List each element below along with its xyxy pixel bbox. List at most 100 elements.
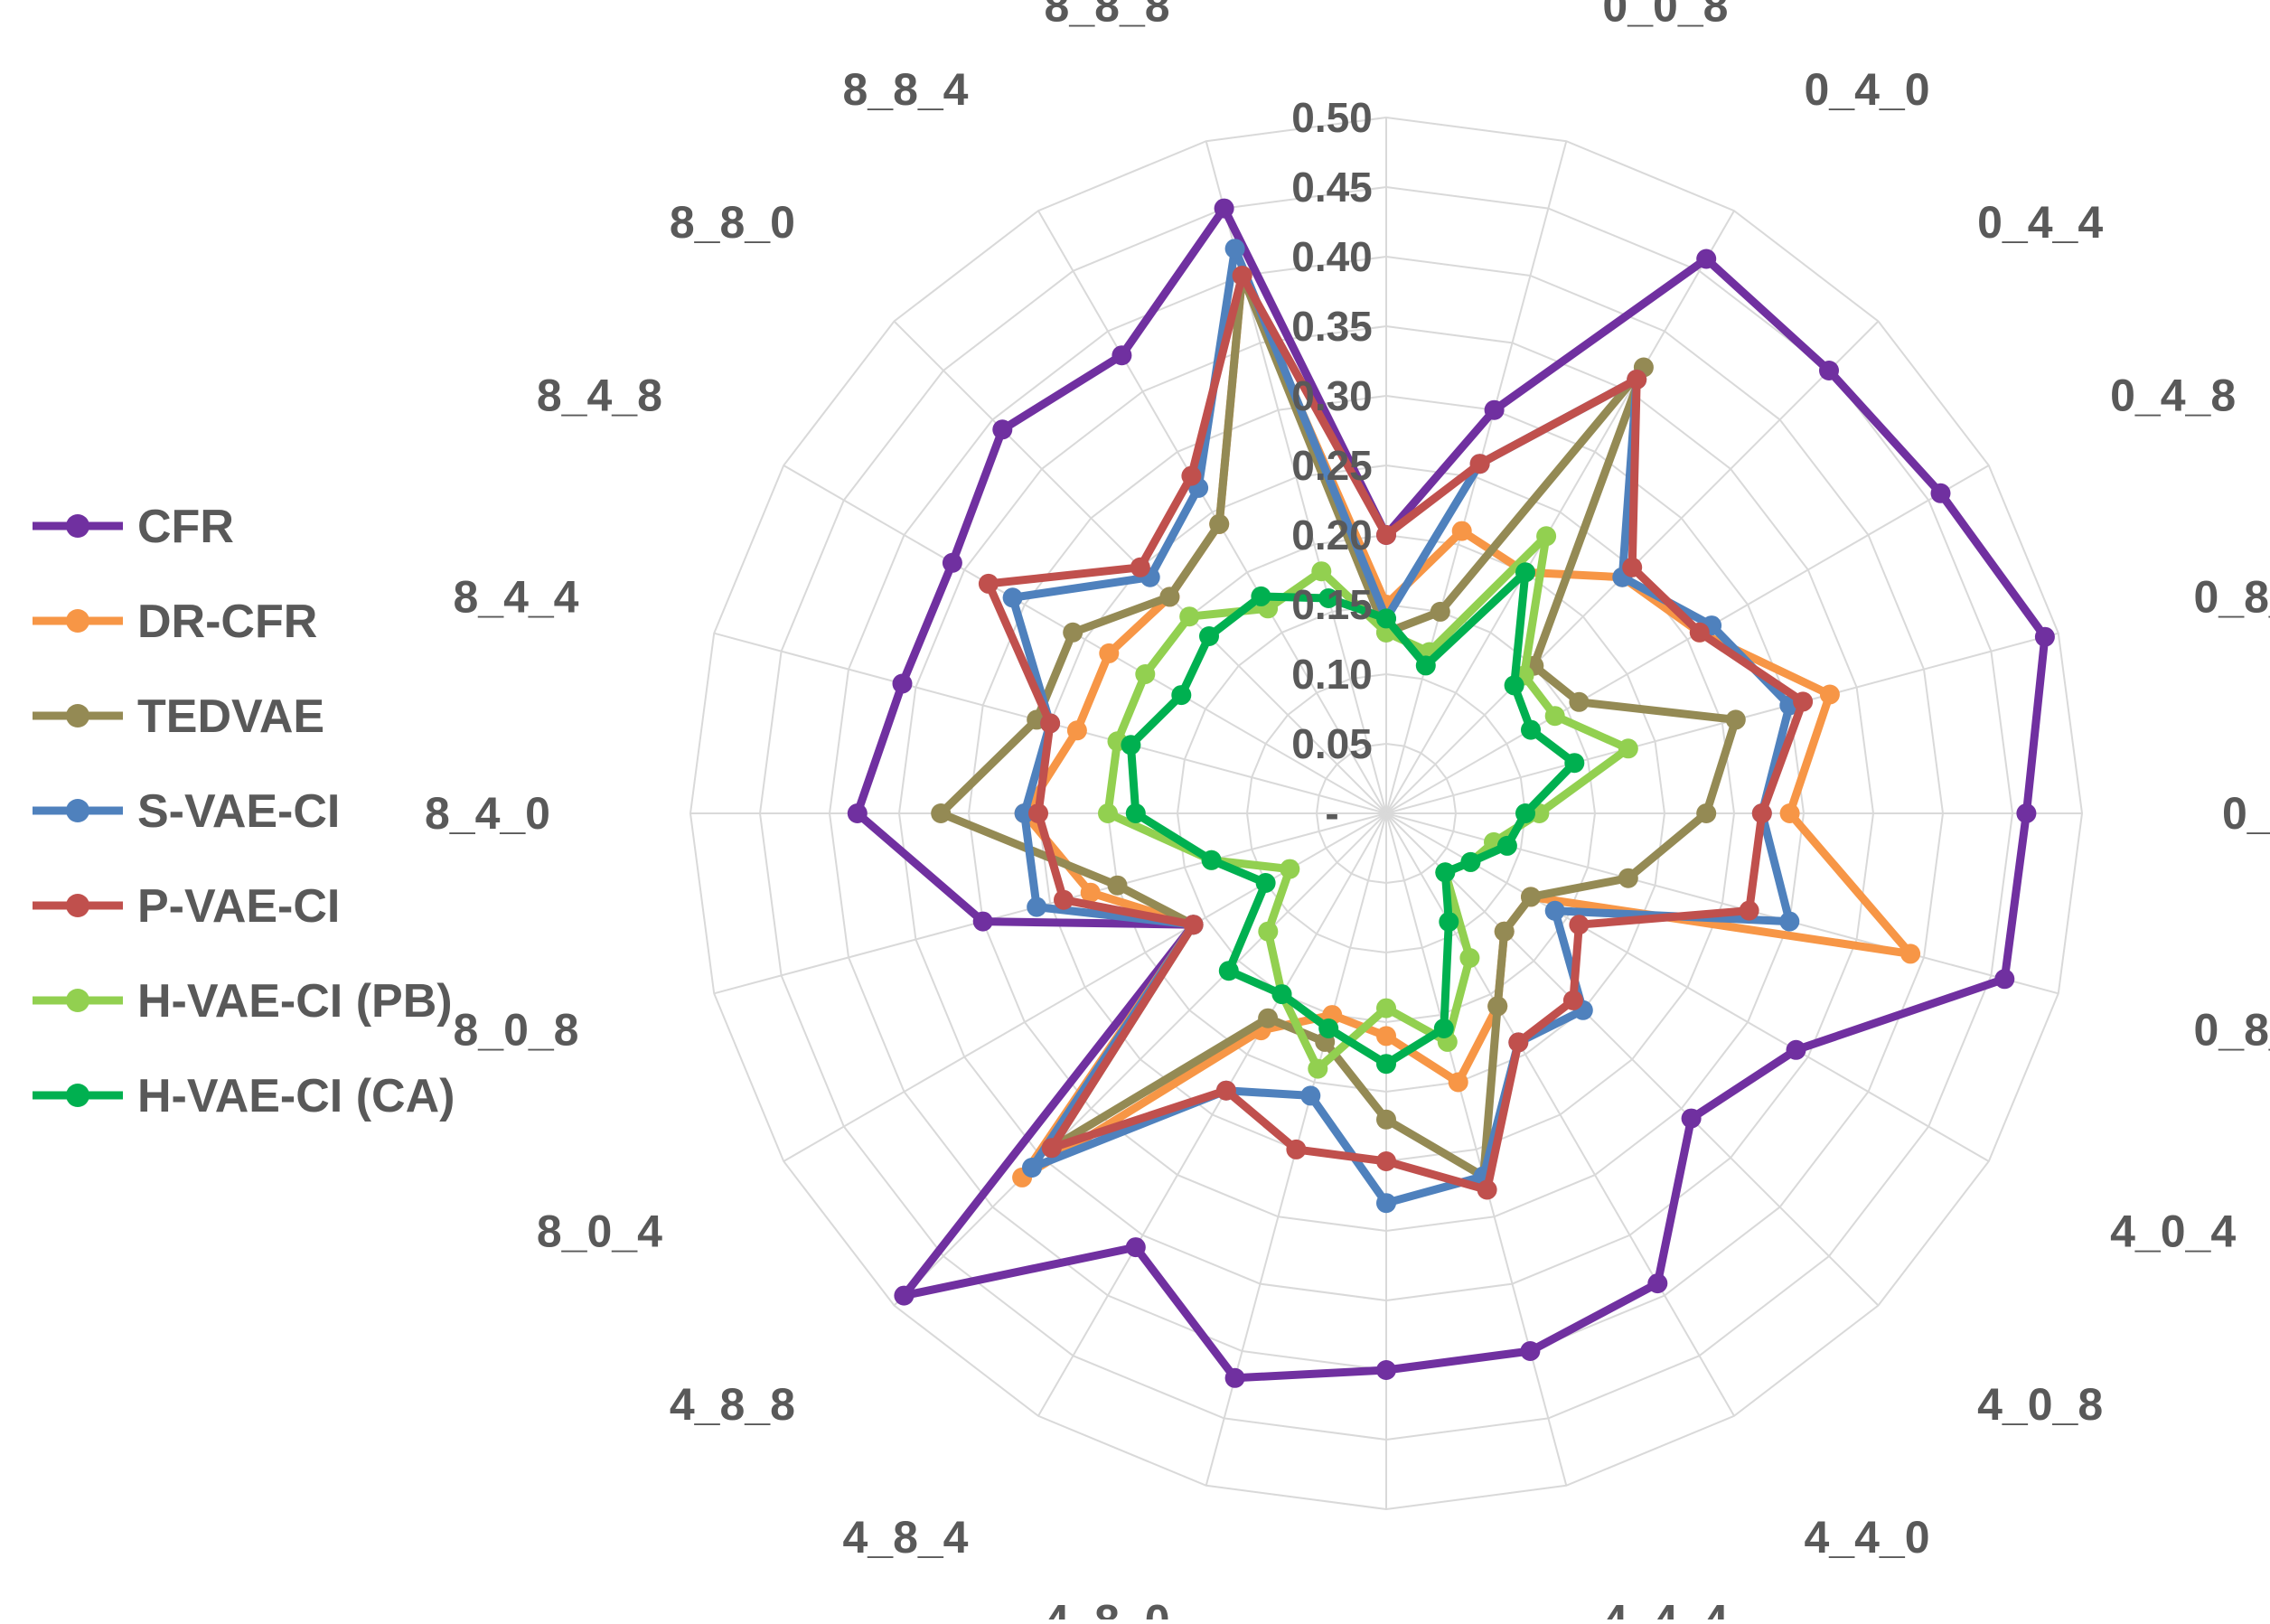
legend-label: H-VAE-CI (PB) [137,975,453,1028]
data-point [1435,862,1455,882]
radial-tick-label: 0.20 [1291,512,1373,559]
data-point [1520,1341,1540,1361]
data-point [1099,643,1119,663]
data-point [1126,1237,1146,1257]
data-point [1202,850,1222,870]
data-point [1256,873,1276,893]
data-point [1505,675,1524,695]
data-point [1569,915,1589,934]
category-label: 0_8_0 [2194,572,2270,623]
data-point [1258,922,1278,942]
data-point [1521,720,1541,740]
data-point [1682,1109,1702,1129]
category-label: 0_4_0 [1805,64,1930,115]
category-label: 4_0_4 [2110,1206,2236,1257]
legend-swatch-marker [66,609,89,633]
radial-tick-label: 0.40 [1291,233,1373,280]
series-line [989,276,1803,1190]
data-point [1181,466,1201,486]
data-point [1376,525,1396,545]
data-point [1318,1019,1338,1038]
data-point [1449,1073,1468,1093]
data-point [1225,239,1245,258]
data-point [1112,345,1131,365]
category-label: 0_0_8 [1602,0,1728,32]
data-point [1487,996,1507,1016]
radial-tick-label: 0.10 [1291,651,1373,698]
legend-swatch-marker [66,514,89,538]
data-point [1618,868,1638,888]
data-point [1286,1140,1306,1159]
category-label: 0_8_8 [2194,1004,2270,1055]
data-point [1003,587,1023,607]
data-point [1219,961,1239,981]
legend-swatch-marker [66,1084,89,1107]
data-point [1752,803,1772,823]
data-point [1515,803,1535,823]
data-point [1793,691,1813,711]
category-label: 0_0_4 [1323,0,1449,3]
data-point [1130,558,1150,577]
radial-tick-label: 0.05 [1291,720,1373,767]
data-point [1726,709,1746,729]
radial-tick-label: 0.50 [1291,94,1373,141]
legend-label: P-VAE-CI [137,880,340,933]
series-layer [848,199,2055,1388]
data-point [1376,1151,1396,1171]
data-point [1497,836,1517,856]
data-point [1627,370,1646,390]
radial-tick-label: 0.35 [1291,303,1373,350]
legend-swatch-marker [66,799,89,822]
legend-item: H-VAE-CI (CA) [33,1070,455,1122]
data-point [1779,912,1799,932]
category-label: 8_4_0 [425,788,550,839]
radial-tick-label: - [1325,790,1338,837]
data-point [1820,685,1840,705]
data-point [1063,623,1083,643]
radial-tick-label: 0.45 [1291,164,1373,211]
data-point [1098,803,1118,823]
data-point [1647,1273,1667,1293]
data-point [1434,1019,1454,1038]
radial-tick-labels: -0.050.100.150.200.250.300.350.400.450.5… [1291,94,1373,837]
radar-spoke [1386,813,1566,1486]
data-point [1027,897,1046,917]
data-point [1376,608,1396,628]
legend-label: TEDVAE [137,690,324,743]
data-point [1216,1081,1236,1101]
data-point [1126,803,1146,823]
data-point [1696,803,1716,823]
data-point [1121,735,1140,755]
data-point [1376,1110,1396,1130]
data-point [1545,706,1565,726]
data-point [1495,922,1515,942]
radar-spoke [1386,465,1989,813]
category-label: 8_8_8 [1045,0,1170,32]
legend-label: S-VAE-CI [137,785,340,838]
data-point [1300,1085,1320,1105]
category-label: 4_8_8 [670,1379,795,1430]
category-label: 0_8_4 [2222,788,2270,839]
legend-item: S-VAE-CI [33,785,340,838]
data-point [1376,1360,1396,1380]
series-line [1022,276,1910,1178]
data-point [2035,627,2055,647]
radial-tick-label: 0.25 [1291,442,1373,489]
data-point [1470,454,1490,474]
data-point [1376,1054,1396,1074]
data-point [1376,1193,1396,1213]
data-point [1215,199,1234,219]
data-point [1452,521,1472,541]
data-point [1564,753,1584,773]
category-label: 8_8_0 [670,197,795,248]
legend-item: H-VAE-CI (PB) [33,975,453,1028]
data-point [1376,1026,1396,1046]
category-label: 4_4_0 [1805,1512,1930,1563]
data-point [1042,1138,1062,1158]
data-point [1280,859,1299,879]
radial-tick-label: 0.15 [1291,581,1373,628]
legend-label: CFR [137,501,234,553]
category-label: 4_8_4 [842,1512,968,1563]
data-point [1199,626,1219,646]
